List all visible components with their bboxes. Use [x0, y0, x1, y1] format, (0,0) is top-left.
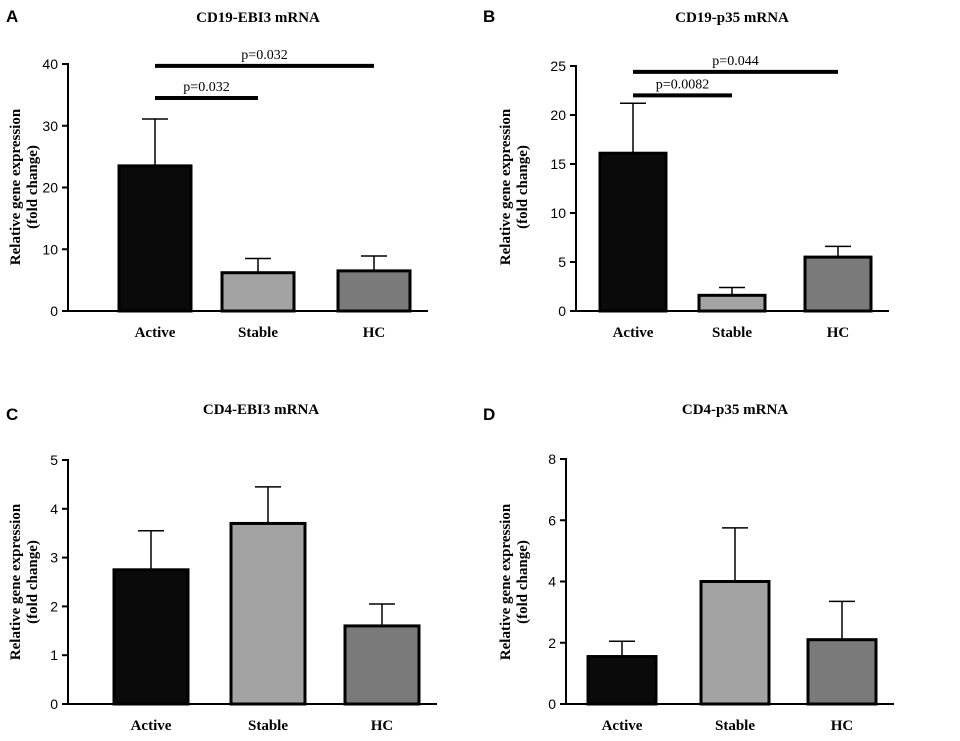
- y-axis-label-line: (fold change): [515, 145, 531, 229]
- y-tick-label: 6: [548, 512, 556, 528]
- chart-title: CD19-EBI3 mRNA: [196, 10, 320, 26]
- y-tick-label: 2: [548, 635, 556, 651]
- significance-label: p=0.032: [241, 48, 287, 63]
- y-tick-label: 1: [50, 647, 58, 663]
- bar-stable: [229, 521, 307, 706]
- bar-active: [112, 568, 190, 706]
- y-axis-label-line: (fold change): [25, 540, 41, 624]
- bar-stable: [699, 580, 771, 706]
- y-tick-label: 10: [42, 241, 58, 257]
- y-tick-label: 0: [50, 303, 58, 319]
- x-tick-label: Stable: [248, 718, 288, 734]
- x-tick-label: HC: [831, 718, 854, 734]
- y-axis-label-line: Relative gene expression: [8, 503, 24, 660]
- y-axis-label-line: Relative gene expression: [498, 503, 514, 660]
- y-tick-label: 3: [50, 550, 58, 566]
- y-tick-label: 2: [50, 598, 58, 614]
- y-tick-label: 0: [548, 696, 556, 712]
- significance-label: p=0.0082: [656, 77, 709, 92]
- chart-panel-b: B CD19-p35 mRNA Relative gene expression(f…: [483, 7, 889, 341]
- bar-stable: [697, 293, 767, 313]
- x-tick-label: Active: [131, 718, 172, 734]
- chart-panel-a: A CD19-EBI3 mRNA Relative gene expression(…: [6, 7, 428, 341]
- x-tick-label: Active: [613, 325, 654, 341]
- bar-active: [586, 655, 658, 706]
- chart-title: CD19-p35 mRNA: [675, 10, 789, 26]
- bar-hc: [803, 255, 873, 313]
- chart-title: CD4-p35 mRNA: [682, 402, 788, 418]
- panel-label: D: [483, 405, 495, 424]
- chart-panel-d: D CD4-p35 mRNA Relative gene expression(fo…: [483, 402, 894, 734]
- x-tick-label: HC: [827, 325, 850, 341]
- y-tick-label: 25: [550, 58, 566, 74]
- x-tick-label: Stable: [712, 325, 752, 341]
- y-axis-label: Relative gene expression(fold change): [498, 108, 531, 265]
- y-tick-label: 15: [550, 156, 566, 172]
- y-axis-label-line: Relative gene expression: [8, 108, 24, 265]
- y-axis-label-line: Relative gene expression: [498, 108, 514, 265]
- chart-panel-c: C CD4-EBI3 mRNA Relative gene expression(f…: [6, 402, 437, 734]
- bar-active: [117, 164, 193, 313]
- x-tick-label: HC: [371, 718, 394, 734]
- y-axis-label-line: (fold change): [25, 145, 41, 229]
- x-tick-label: Stable: [715, 718, 755, 734]
- y-axis-label: Relative gene expression(fold change): [8, 503, 41, 660]
- y-axis-label-line: (fold change): [515, 540, 531, 624]
- y-tick-label: 0: [50, 696, 58, 712]
- y-tick-label: 4: [50, 501, 58, 517]
- y-tick-label: 5: [50, 452, 58, 468]
- y-tick-label: 10: [550, 205, 566, 221]
- x-tick-label: HC: [363, 325, 386, 341]
- significance-label: p=0.044: [712, 54, 758, 69]
- x-tick-label: Active: [135, 325, 176, 341]
- panel-label: C: [6, 405, 18, 424]
- x-tick-label: Stable: [238, 325, 278, 341]
- y-tick-label: 4: [548, 574, 556, 590]
- y-tick-label: 0: [558, 303, 566, 319]
- y-tick-label: 8: [548, 451, 556, 467]
- y-axis-label: Relative gene expression(fold change): [498, 503, 531, 660]
- panel-label: B: [483, 7, 495, 26]
- bar-hc: [806, 638, 878, 706]
- y-axis-label: Relative gene expression(fold change): [8, 108, 41, 265]
- chart-title: CD4-EBI3 mRNA: [203, 402, 319, 418]
- panel-label: A: [6, 7, 18, 26]
- y-tick-label: 20: [42, 180, 58, 196]
- y-tick-label: 30: [42, 118, 58, 134]
- bar-stable: [220, 271, 296, 313]
- significance-label: p=0.032: [183, 80, 229, 95]
- bar-hc: [343, 624, 421, 706]
- bar-active: [598, 151, 668, 313]
- y-tick-label: 5: [558, 254, 566, 270]
- bar-hc: [336, 269, 412, 313]
- x-tick-label: Active: [602, 718, 643, 734]
- y-tick-label: 40: [42, 56, 58, 72]
- y-tick-label: 20: [550, 107, 566, 123]
